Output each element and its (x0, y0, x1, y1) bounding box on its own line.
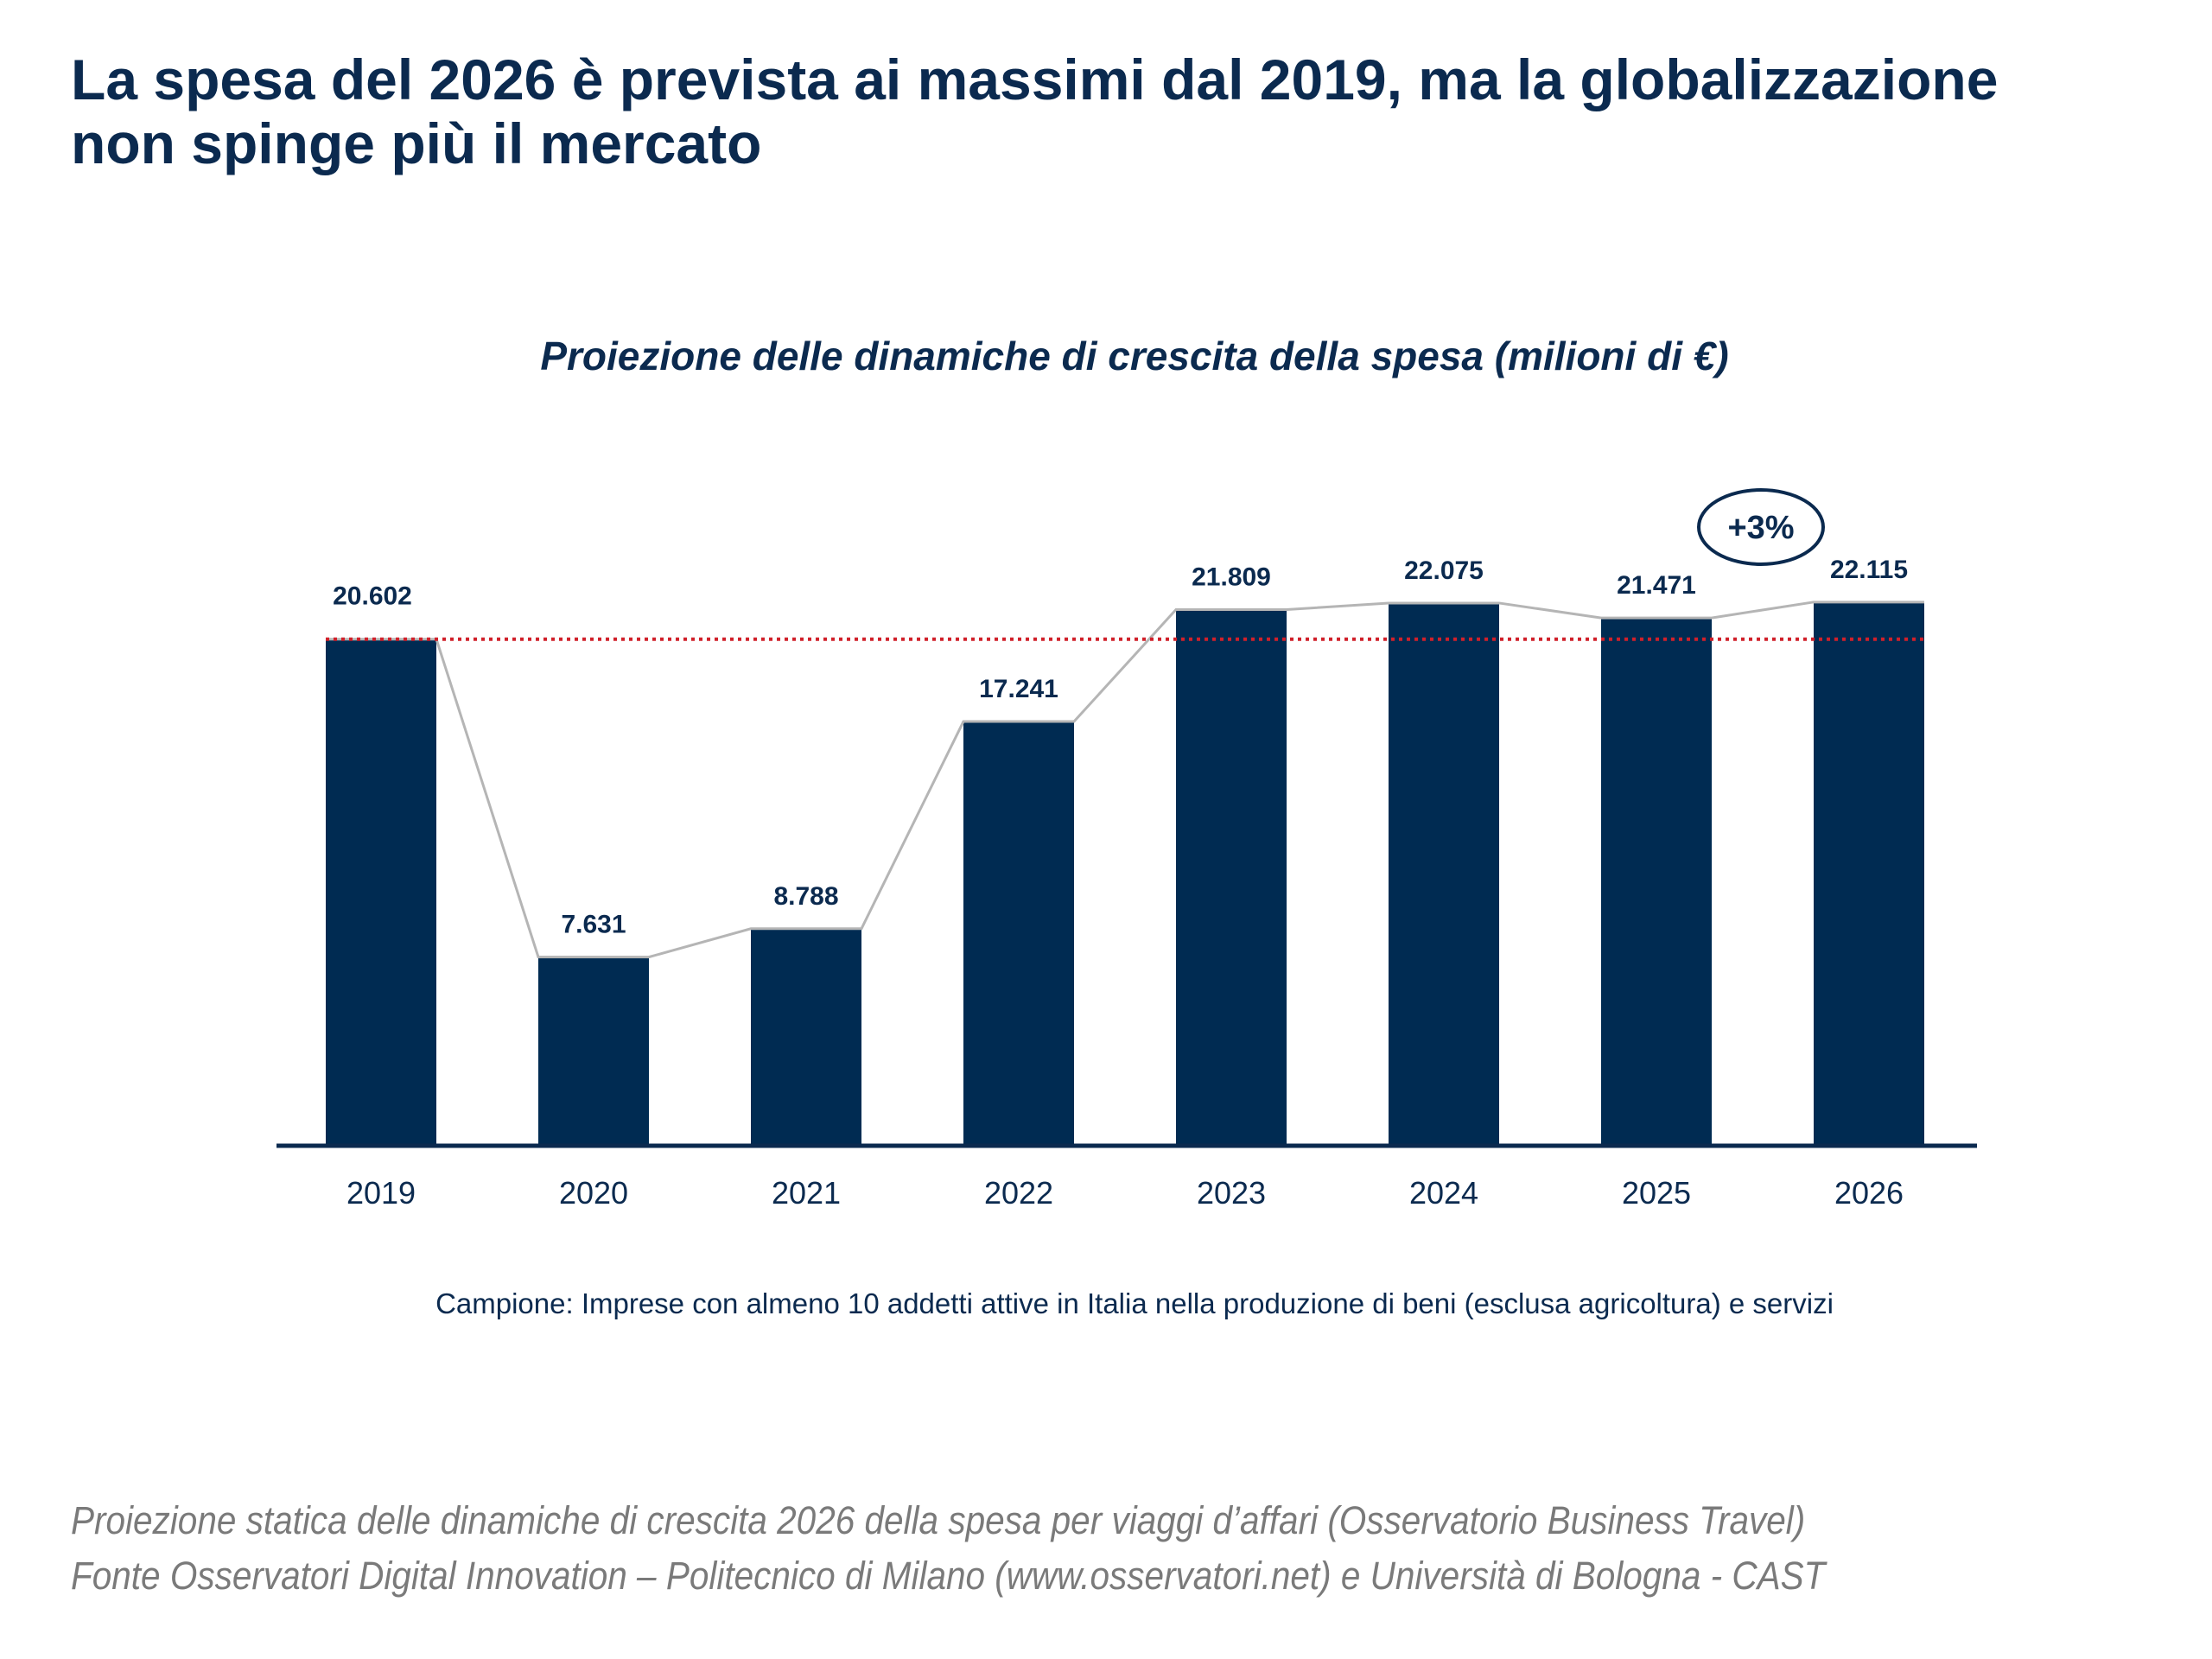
trend-line (326, 601, 1924, 959)
data-label: 8.788 (773, 882, 838, 911)
bar-2022 (963, 721, 1074, 1144)
bar-2025 (1601, 618, 1712, 1144)
x-tick-label: 2025 (1622, 1175, 1691, 1211)
footer-source: Fonte Osservatori Digital Innovation – P… (71, 1554, 1826, 1598)
bar-2026 (1814, 601, 1924, 1144)
x-tick-label: 2019 (346, 1175, 416, 1211)
data-label: 21.471 (1617, 571, 1696, 600)
annotation-ellipse (1697, 488, 1825, 566)
bar-2019 (326, 639, 436, 1144)
x-tick-label: 2024 (1409, 1175, 1478, 1211)
chart-title: Proiezione delle dinamiche di crescita d… (540, 334, 1729, 378)
data-label: 21.809 (1192, 563, 1271, 591)
x-tick-label: 2022 (984, 1175, 1053, 1211)
bar-2023 (1176, 609, 1287, 1144)
data-label: 22.075 (1404, 556, 1484, 585)
x-tick-label: 2026 (1834, 1175, 1904, 1211)
data-label: 22.115 (1830, 556, 1908, 584)
x-tick-label: 2023 (1197, 1175, 1266, 1211)
bar-2020 (538, 957, 649, 1144)
sample-note: Campione: Imprese con almeno 10 addetti … (435, 1287, 1834, 1319)
x-tick-label: 2021 (772, 1175, 841, 1211)
growth-annotation: +3% (1727, 510, 1794, 546)
data-label: 7.631 (561, 911, 626, 939)
page-title: La spesa del 2026 è prevista ai massimi … (71, 48, 1999, 175)
bar-2024 (1389, 602, 1499, 1144)
bar-2021 (751, 928, 861, 1144)
data-label: 17.241 (979, 675, 1058, 703)
bar-chart: 20.602 2019 7.631 2020 8.788 2021 17.241 2022 21… (276, 488, 1977, 1211)
x-tick-label: 2020 (559, 1175, 628, 1211)
data-label: 20.602 (333, 582, 412, 611)
footer-caption: Proiezione statica delle dinamiche di cr… (71, 1498, 1806, 1542)
